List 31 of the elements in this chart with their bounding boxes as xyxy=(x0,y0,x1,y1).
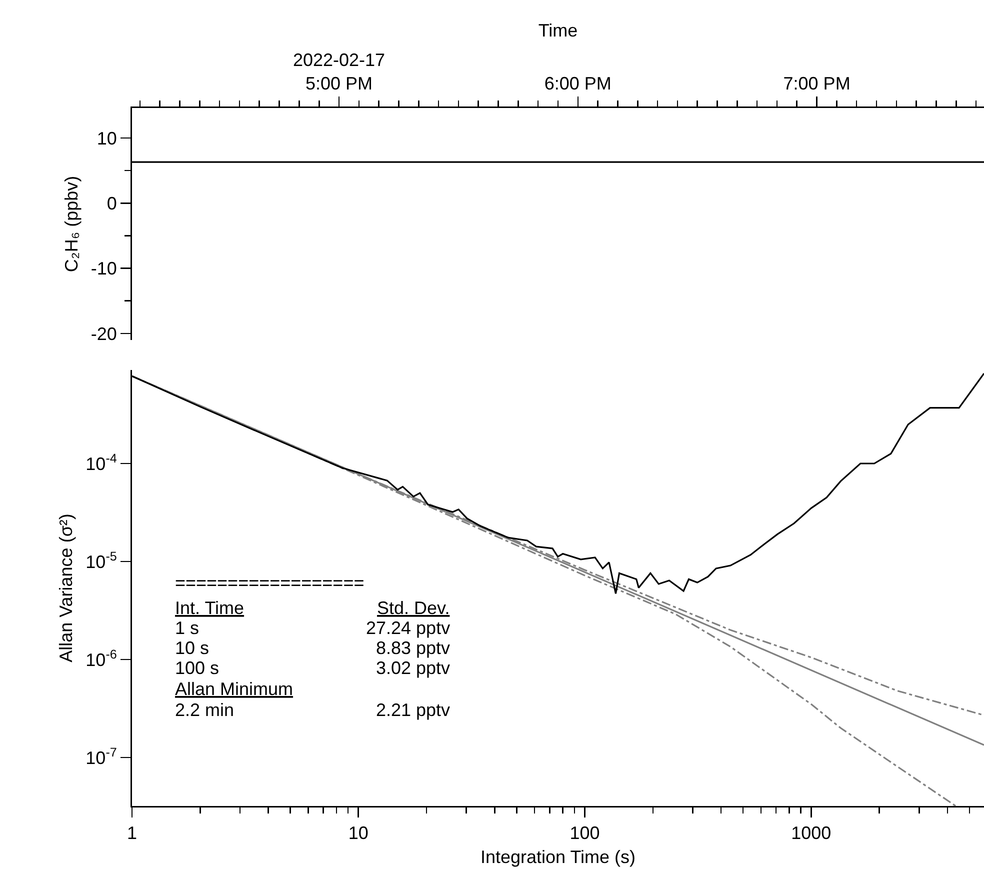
annotation: 3.02 pptv xyxy=(376,658,450,678)
x-tick-label: 7:00 PM xyxy=(783,73,850,94)
annotation: Allan Minimum xyxy=(175,679,294,699)
x-tick-label: 2022-02-17 5:00 PM xyxy=(292,50,386,94)
x-axis-title: Time xyxy=(538,20,578,40)
annotation: 10 s xyxy=(175,638,210,658)
annotation: Std. Dev. xyxy=(377,598,450,618)
y-tick-label: 10$^{-7}$ xyxy=(86,745,117,768)
y-tick-label: 10 xyxy=(96,128,117,148)
annotation: 8.83 pptv xyxy=(376,638,450,658)
x-tick-label: 10 xyxy=(348,823,368,844)
annotation: 2.21 pptv xyxy=(376,700,450,720)
annotation: 27.24 pptv xyxy=(366,618,450,638)
annotation: ================== xyxy=(175,573,364,593)
y-axis-title: C₂H₆ (ppbv) xyxy=(61,176,82,272)
annotation: 2.2 min xyxy=(175,700,234,720)
x-axis-title: Integration Time (s) xyxy=(480,846,636,867)
y-tick-label: 10$^{-4}$ xyxy=(86,451,117,474)
y-tick-label: 10$^{-6}$ xyxy=(86,647,117,670)
y-axis-title: Allan Variance (σ²) xyxy=(56,514,76,662)
x-tick-label: 1 xyxy=(126,823,138,844)
x-tick-label: 6:00 PM xyxy=(544,73,612,94)
y-tick-label: 10$^{-5}$ xyxy=(86,549,117,572)
y-tick-label: -10 xyxy=(90,258,117,279)
y-tick-label: -20 xyxy=(90,324,117,344)
annotation: Int. Time xyxy=(175,598,244,618)
annotation: 100 s xyxy=(175,658,220,678)
x-tick-label: 100 xyxy=(570,823,600,844)
x-tick-label: 1000 xyxy=(791,823,832,844)
y-tick-label: 0 xyxy=(106,193,117,214)
annotation: 1 s xyxy=(175,618,200,638)
